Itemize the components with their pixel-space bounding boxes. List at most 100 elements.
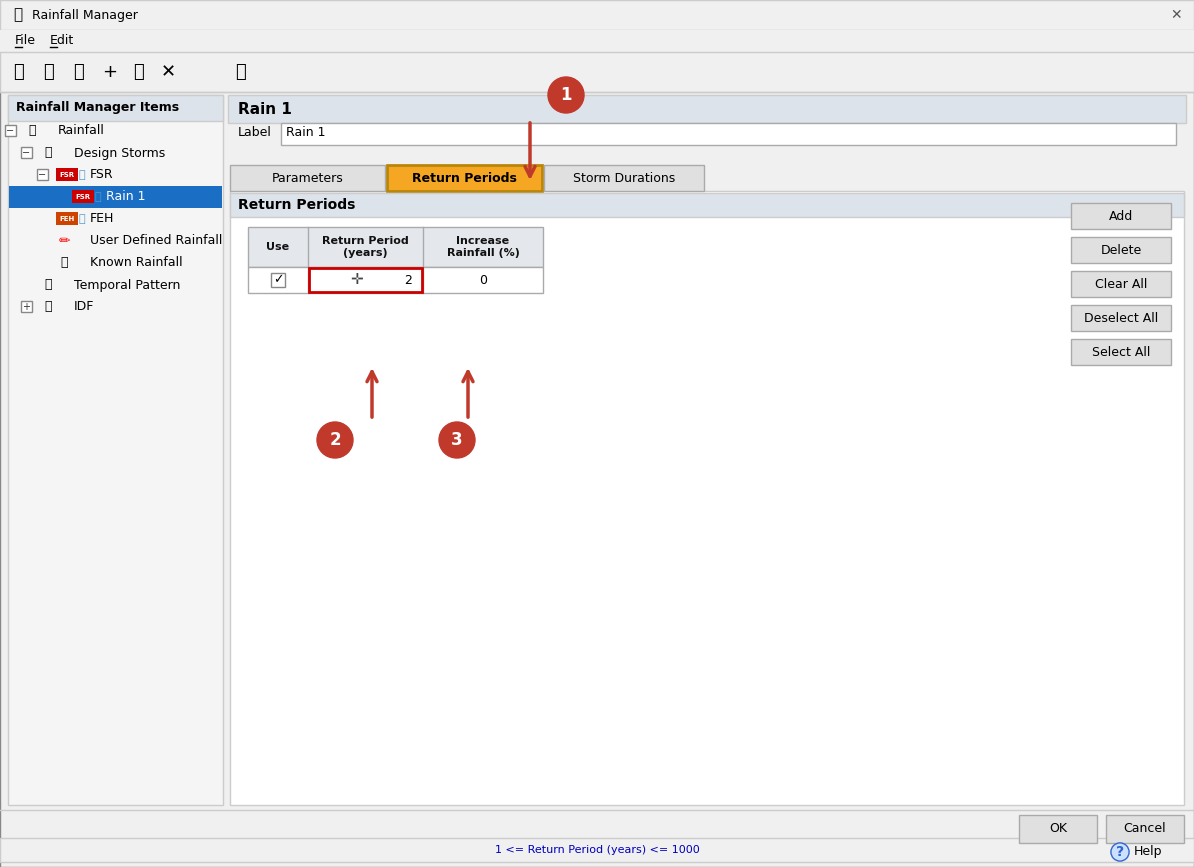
Text: 🌧: 🌧 — [79, 170, 85, 180]
Text: 0: 0 — [479, 273, 487, 286]
Text: ✛: ✛ — [350, 272, 363, 288]
Text: Select All: Select All — [1091, 346, 1150, 358]
Text: ✕: ✕ — [160, 63, 176, 81]
Text: File: File — [16, 35, 36, 48]
Bar — [1071, 271, 1171, 297]
Bar — [230, 193, 1184, 217]
Text: Rainfall: Rainfall — [59, 125, 105, 138]
Bar — [281, 123, 1176, 145]
Text: Cancel: Cancel — [1124, 823, 1167, 836]
Bar — [37, 169, 48, 180]
Text: Rain 1: Rain 1 — [106, 191, 146, 204]
Bar — [72, 190, 94, 203]
Bar — [228, 95, 1186, 123]
Text: ✕: ✕ — [1170, 8, 1182, 22]
Text: Rain 1: Rain 1 — [238, 101, 291, 116]
Bar — [1018, 815, 1097, 843]
Text: Rainfall Manager: Rainfall Manager — [32, 9, 137, 22]
Text: 🔄: 🔄 — [13, 63, 24, 81]
Bar — [228, 95, 1186, 805]
Text: Increase
Rainfall (%): Increase Rainfall (%) — [447, 236, 519, 257]
Text: 🌧: 🌧 — [94, 192, 101, 202]
Bar — [230, 191, 1184, 805]
Circle shape — [548, 77, 584, 113]
Text: Use: Use — [266, 242, 290, 252]
Bar — [248, 267, 543, 293]
Bar — [1071, 237, 1171, 263]
Text: Clear All: Clear All — [1095, 277, 1147, 290]
Text: 🌦: 🌦 — [13, 8, 23, 23]
Bar — [230, 165, 384, 191]
Bar — [21, 147, 32, 158]
Text: FSR: FSR — [75, 194, 91, 200]
Bar — [544, 165, 704, 191]
Text: FSR: FSR — [60, 172, 74, 178]
Bar — [56, 168, 78, 181]
Text: Deselect All: Deselect All — [1084, 311, 1158, 324]
Text: +: + — [103, 63, 117, 81]
Text: −: − — [21, 148, 30, 158]
Text: 2: 2 — [330, 431, 340, 449]
Circle shape — [439, 422, 475, 458]
Text: ✏: ✏ — [59, 234, 69, 248]
Bar — [271, 273, 285, 287]
Text: 3: 3 — [451, 431, 463, 449]
Text: 💾: 💾 — [73, 63, 84, 81]
Bar — [1071, 339, 1171, 365]
Text: ?: ? — [1116, 845, 1124, 859]
Text: −: − — [6, 126, 14, 136]
Text: OK: OK — [1050, 823, 1067, 836]
Text: Parameters: Parameters — [271, 172, 344, 185]
Text: 1 <= Return Period (years) <= 1000: 1 <= Return Period (years) <= 1000 — [494, 845, 700, 855]
Text: −: − — [38, 170, 47, 180]
Bar — [56, 212, 78, 225]
Text: User Defined Rainfall: User Defined Rainfall — [90, 234, 222, 247]
Text: FEH: FEH — [90, 212, 115, 225]
Circle shape — [316, 422, 353, 458]
Text: Return Period
(years): Return Period (years) — [322, 236, 408, 257]
Bar — [8, 95, 223, 121]
Text: Label: Label — [238, 127, 272, 140]
Text: Temporal Pattern: Temporal Pattern — [74, 278, 180, 291]
Bar — [1106, 815, 1184, 843]
Bar — [0, 0, 1194, 30]
Text: Known Rainfall: Known Rainfall — [90, 257, 183, 270]
Bar — [387, 165, 542, 191]
Bar — [309, 268, 421, 292]
Text: 🌧: 🌧 — [79, 214, 85, 224]
Text: 📋: 📋 — [133, 63, 143, 81]
Text: Storm Durations: Storm Durations — [573, 172, 675, 185]
Bar — [1071, 203, 1171, 229]
Text: Edit: Edit — [50, 35, 74, 48]
Text: Return Periods: Return Periods — [412, 172, 517, 185]
Text: 📈: 📈 — [44, 278, 51, 291]
Text: 1: 1 — [560, 86, 572, 104]
Text: +: + — [21, 302, 30, 312]
Text: 2: 2 — [404, 273, 412, 286]
Text: 🌧: 🌧 — [29, 125, 36, 138]
Text: Rain 1: Rain 1 — [287, 127, 326, 140]
Text: Help: Help — [1134, 845, 1163, 858]
Bar — [248, 227, 543, 267]
Bar — [0, 838, 1194, 862]
Text: FSR: FSR — [90, 168, 113, 181]
Text: ✓: ✓ — [272, 273, 283, 286]
Text: Rainfall Manager Items: Rainfall Manager Items — [16, 101, 179, 114]
Text: IDF: IDF — [74, 301, 94, 314]
Text: Return Periods: Return Periods — [238, 198, 356, 212]
Bar — [8, 95, 223, 805]
Bar — [5, 125, 16, 136]
Bar — [10, 186, 222, 208]
Text: FEH: FEH — [60, 216, 74, 222]
Bar — [0, 30, 1194, 52]
Bar — [21, 301, 32, 312]
Text: 🏢: 🏢 — [60, 257, 68, 270]
Text: 📈: 📈 — [44, 301, 51, 314]
Text: 🌧: 🌧 — [235, 63, 246, 81]
Text: Design Storms: Design Storms — [74, 147, 165, 160]
Text: 📂: 📂 — [43, 63, 54, 81]
Text: 🌧: 🌧 — [44, 147, 51, 160]
Bar — [0, 52, 1194, 92]
Bar — [1071, 305, 1171, 331]
Text: Add: Add — [1109, 210, 1133, 223]
